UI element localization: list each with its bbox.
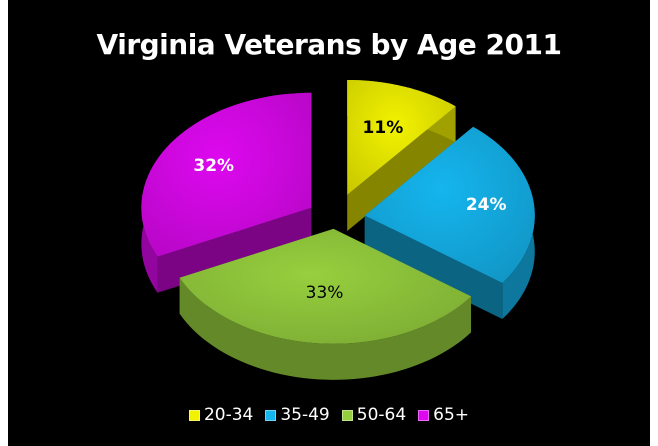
legend-item-35-49: 35-49 [265,405,330,425]
legend-swatch [265,409,277,421]
data-label-50-64: 33% [305,282,344,303]
data-label-35-49: 24% [465,195,507,216]
legend-item-65+: 65+ [418,405,469,425]
chart-title: Virginia Veterans by Age 2011 [96,28,562,61]
pie-slice-50-64 [179,228,472,380]
legend-swatch [341,409,353,421]
legend-swatch [418,409,430,421]
pie-slice-65+ [141,92,312,293]
data-label-20-34: 11% [362,117,404,138]
legend-label: 65+ [433,405,470,425]
pie-chart [141,79,535,380]
data-label-65+: 32% [193,155,235,176]
legend-label: 35-49 [280,405,330,425]
pie-slice-35-49 [364,126,535,320]
chart-legend: 20-34 35-49 50-64 65+ [8,405,650,425]
chart-frame: Virginia Veterans by Age 2011 11% 32% 24% 3… [8,0,650,446]
legend-item-20-34: 20-34 [188,405,254,425]
legend-label: 20-34 [203,405,254,425]
pie-slice-20-34 [347,79,456,231]
legend-swatch [188,409,200,421]
legend-item-50-64: 50-64 [341,405,407,425]
legend-label: 50-64 [356,405,407,425]
